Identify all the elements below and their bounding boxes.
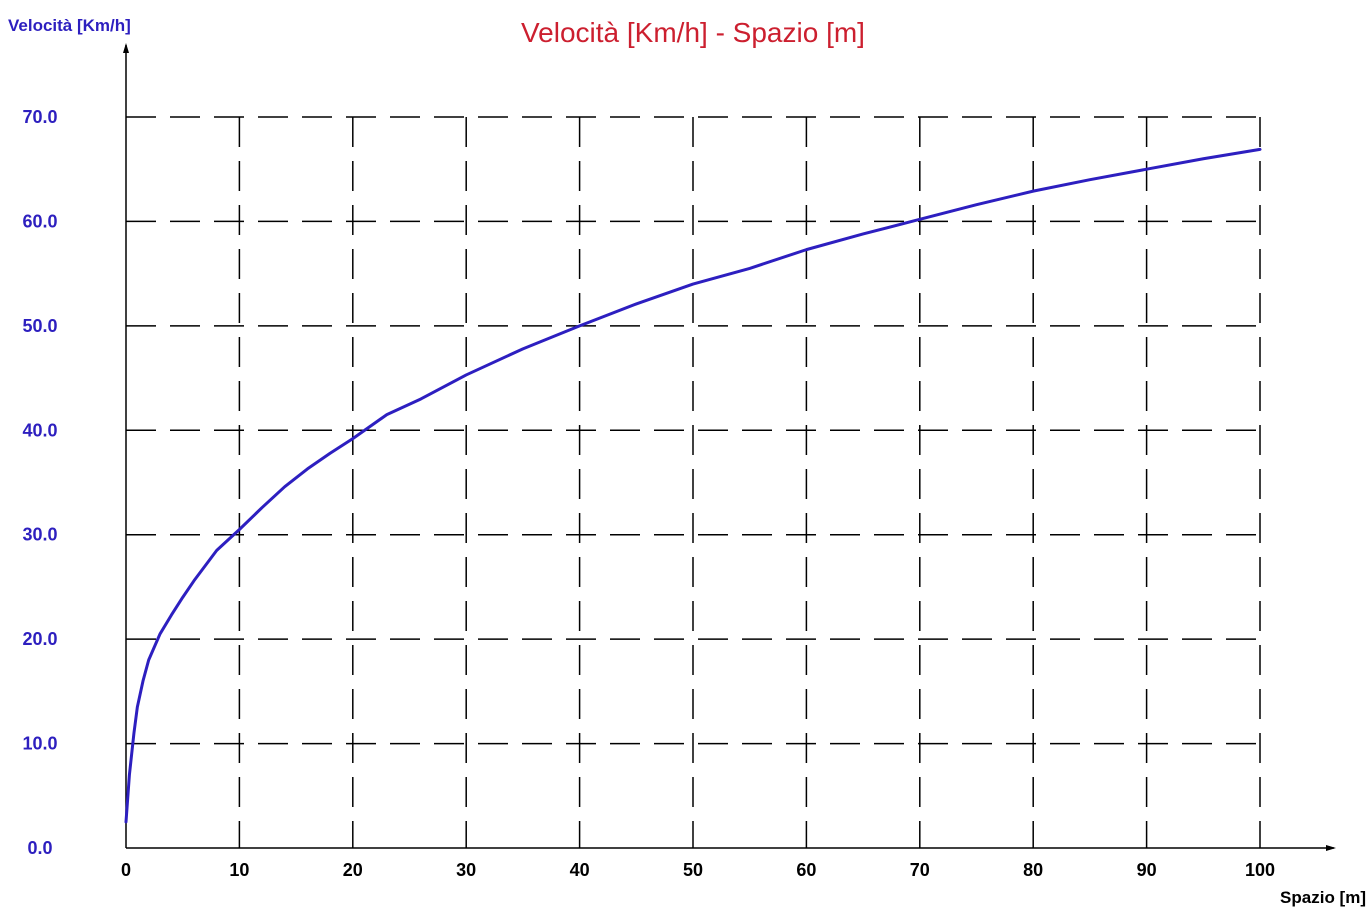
y-axis-label: Velocità [Km/h] [8,16,131,35]
x-tick-label: 40 [570,860,590,880]
x-tick-label: 10 [229,860,249,880]
y-tick-label: 60.0 [22,211,57,231]
x-tick-label: 20 [343,860,363,880]
y-tick-label: 70.0 [22,107,57,127]
y-tick-label: 40.0 [22,420,57,440]
x-tick-label: 0 [121,860,131,880]
chart-title: Velocità [Km/h] - Spazio [m] [521,17,865,48]
y-tick-labels: 0.0 10.0 20.0 30.0 40.0 50.0 60.0 70.0 [22,107,57,858]
x-tick-label: 90 [1137,860,1157,880]
y-tick-label: 10.0 [22,734,57,754]
x-tick-label: 80 [1023,860,1043,880]
axes [123,43,1336,851]
x-tick-label: 100 [1245,860,1275,880]
series-line [124,147,1262,824]
y-tick-label: 0.0 [27,838,52,858]
x-axis-arrow [1326,845,1336,851]
series [124,147,1262,824]
x-tick-label: 70 [910,860,930,880]
x-axis-label: Spazio [m] [1280,888,1366,907]
x-tick-label: 50 [683,860,703,880]
y-tick-label: 50.0 [22,316,57,336]
y-axis-arrow [123,43,129,53]
x-tick-label: 30 [456,860,476,880]
x-tick-label: 60 [796,860,816,880]
x-tick-labels: 0 10 20 30 40 50 60 70 80 90 100 [121,860,1275,880]
grid [126,116,1261,848]
y-tick-label: 20.0 [22,629,57,649]
y-tick-label: 30.0 [22,525,57,545]
